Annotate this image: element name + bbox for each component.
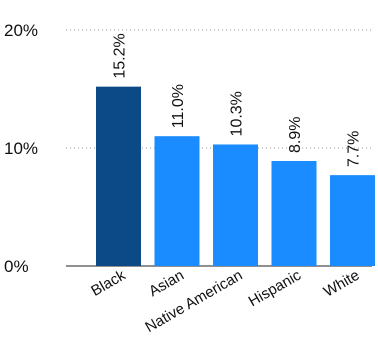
category-label: White xyxy=(321,267,363,301)
category-label: Black xyxy=(88,266,129,299)
value-label: 11.0% xyxy=(170,84,187,128)
value-label: 10.3% xyxy=(229,91,246,136)
value-label: 8.9% xyxy=(287,117,304,153)
y-axis-ticks: 0% 10% 20% xyxy=(4,21,38,276)
bar xyxy=(96,86,141,266)
value-labels: 15.2% 11.0% 10.3% 8.9% 7.7% xyxy=(112,33,363,167)
bar xyxy=(154,136,200,266)
y-tick-label: 20% xyxy=(4,21,38,40)
bar xyxy=(271,160,317,266)
bar xyxy=(213,144,258,266)
y-tick-label: 0% xyxy=(4,257,29,276)
category-label: Asian xyxy=(146,267,187,300)
bar xyxy=(330,175,375,266)
value-label: 15.2% xyxy=(112,33,129,78)
category-label: Native American xyxy=(142,267,245,336)
category-label: Hispanic xyxy=(246,266,305,310)
value-label: 7.7% xyxy=(346,131,363,167)
y-tick-label: 10% xyxy=(4,139,38,158)
bars xyxy=(96,86,375,266)
